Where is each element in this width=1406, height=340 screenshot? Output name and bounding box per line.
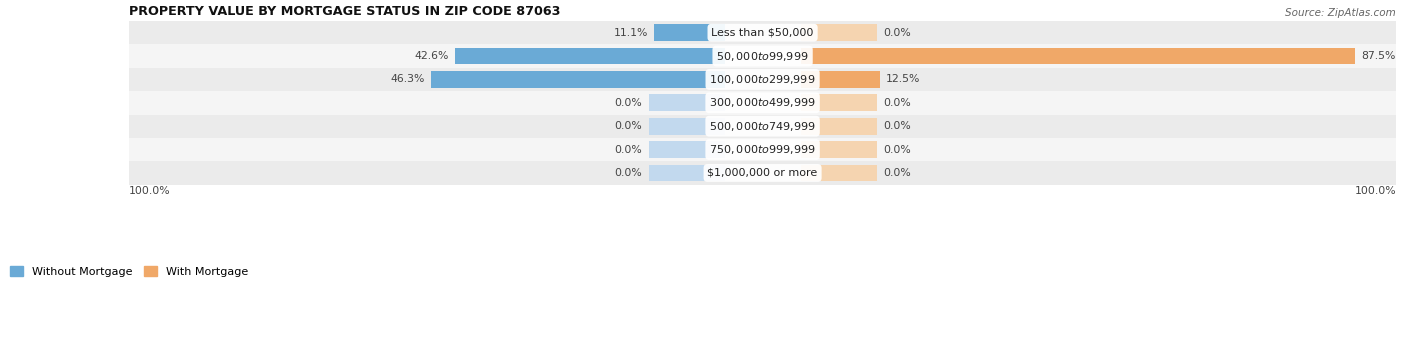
Text: 0.0%: 0.0%: [883, 98, 911, 108]
Text: $750,000 to $999,999: $750,000 to $999,999: [709, 143, 815, 156]
Text: 87.5%: 87.5%: [1361, 51, 1396, 61]
Bar: [129, 21, 1396, 44]
Text: 0.0%: 0.0%: [883, 28, 911, 38]
Bar: [432, 71, 724, 88]
Text: 0.0%: 0.0%: [883, 168, 911, 178]
Text: Less than $50,000: Less than $50,000: [711, 28, 814, 38]
Bar: [129, 68, 1396, 91]
Text: 0.0%: 0.0%: [614, 144, 643, 155]
Text: 0.0%: 0.0%: [883, 144, 911, 155]
Text: 0.0%: 0.0%: [614, 121, 643, 131]
Text: 0.0%: 0.0%: [614, 168, 643, 178]
Bar: [454, 48, 724, 65]
Bar: [648, 118, 724, 135]
Text: 100.0%: 100.0%: [1354, 186, 1396, 196]
Bar: [800, 24, 876, 41]
Bar: [129, 115, 1396, 138]
Text: $1,000,000 or more: $1,000,000 or more: [707, 168, 818, 178]
Bar: [800, 48, 1355, 65]
Text: 0.0%: 0.0%: [614, 98, 643, 108]
Text: $50,000 to $99,999: $50,000 to $99,999: [716, 50, 808, 63]
Bar: [648, 95, 724, 111]
Text: 42.6%: 42.6%: [413, 51, 449, 61]
Text: $500,000 to $749,999: $500,000 to $749,999: [709, 120, 815, 133]
Bar: [648, 165, 724, 181]
Bar: [648, 141, 724, 158]
Bar: [800, 71, 880, 88]
Text: PROPERTY VALUE BY MORTGAGE STATUS IN ZIP CODE 87063: PROPERTY VALUE BY MORTGAGE STATUS IN ZIP…: [129, 5, 561, 18]
Text: 11.1%: 11.1%: [613, 28, 648, 38]
Bar: [800, 118, 876, 135]
Text: 0.0%: 0.0%: [883, 121, 911, 131]
Text: 100.0%: 100.0%: [129, 186, 170, 196]
Text: $300,000 to $499,999: $300,000 to $499,999: [709, 96, 815, 109]
Text: 12.5%: 12.5%: [886, 74, 921, 84]
Bar: [800, 141, 876, 158]
Text: Source: ZipAtlas.com: Source: ZipAtlas.com: [1285, 8, 1396, 18]
Bar: [654, 24, 724, 41]
Legend: Without Mortgage, With Mortgage: Without Mortgage, With Mortgage: [6, 262, 253, 282]
Text: 46.3%: 46.3%: [391, 74, 425, 84]
Bar: [800, 165, 876, 181]
Text: $100,000 to $299,999: $100,000 to $299,999: [710, 73, 815, 86]
Bar: [800, 95, 876, 111]
Bar: [129, 138, 1396, 161]
Bar: [129, 44, 1396, 68]
Bar: [129, 161, 1396, 185]
Bar: [129, 91, 1396, 115]
